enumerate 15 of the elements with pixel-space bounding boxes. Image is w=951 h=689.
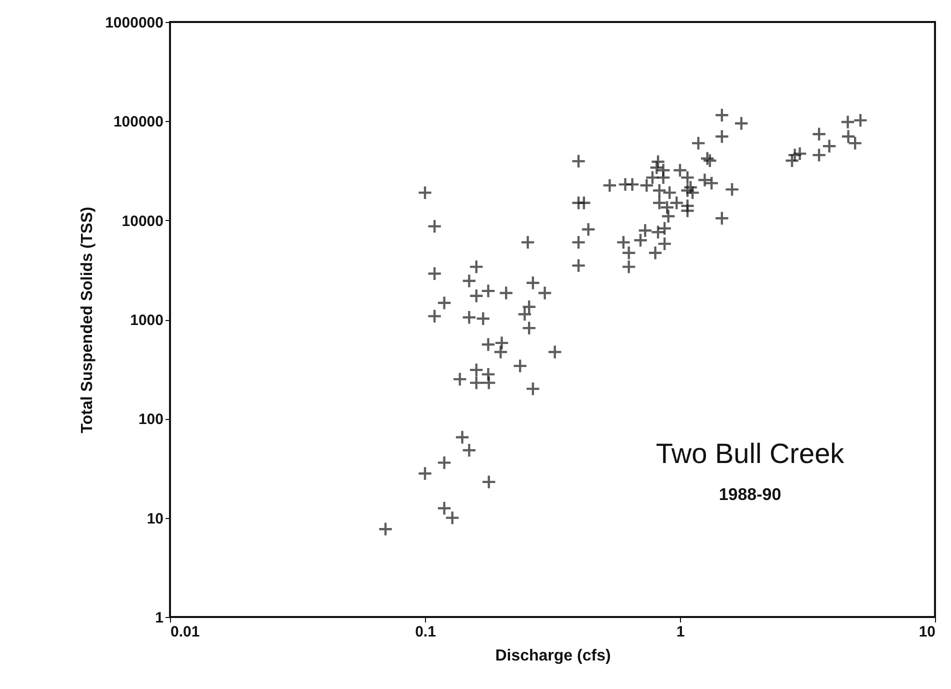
- y-tick-label: 100000: [113, 114, 164, 131]
- y-tick-label: 1000000: [105, 14, 164, 32]
- x-tick-label: 0.1: [415, 624, 436, 640]
- x-axis-title: Discharge (cfs): [495, 648, 611, 664]
- x-tick-label: 10: [918, 624, 936, 640]
- y-axis-title: Total Suspended Solids (TSS): [79, 206, 96, 434]
- y-tick-label: 10: [146, 510, 164, 528]
- y-tick-label: 100: [138, 411, 164, 428]
- annotation: 1988-90: [718, 485, 782, 504]
- y-tick-label: 10000: [122, 212, 164, 230]
- x-tick-label: 0.01: [170, 624, 200, 640]
- y-tick-label: 1: [155, 610, 164, 626]
- x-tick-label: 1: [676, 624, 685, 640]
- y-tick-label: 1000: [130, 312, 164, 329]
- annotation: Two Bull Creek: [656, 438, 846, 469]
